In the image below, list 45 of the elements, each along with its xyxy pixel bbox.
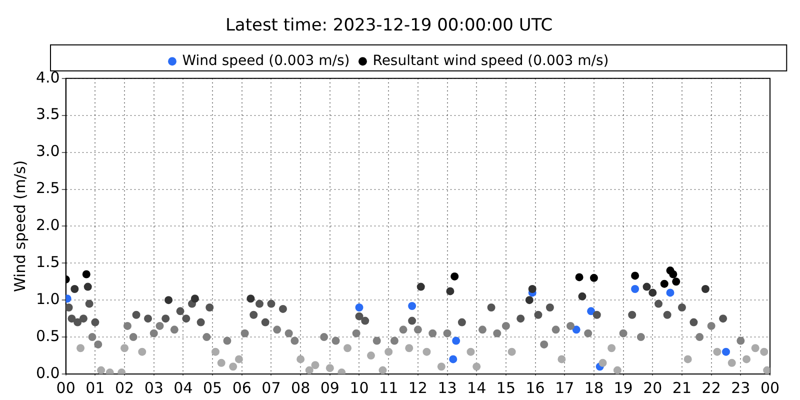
- x-tick-label: 13: [438, 378, 457, 397]
- y-tick-label: 3.5: [36, 105, 60, 124]
- x-tick-label: 05: [203, 378, 222, 397]
- y-tick-label: 2.0: [36, 216, 60, 234]
- x-tick-label: 16: [526, 378, 545, 397]
- point: [722, 348, 730, 356]
- point: [572, 326, 580, 334]
- x-tick-label: 01: [86, 378, 105, 397]
- chart-title: Latest time: 2023-12-19 00:00:00 UTC: [225, 16, 553, 36]
- y-tick-label: 2.5: [36, 179, 60, 198]
- x-tick-label: 04: [174, 378, 193, 397]
- x-tick-label: 19: [614, 378, 633, 397]
- x-tick-label: 11: [379, 378, 398, 397]
- y-tick-label: 3.0: [36, 142, 60, 160]
- legend-label: Wind speed (0.003 m/s): [182, 53, 350, 70]
- x-tick-label: 20: [643, 378, 662, 397]
- x-tick-label: 06: [232, 378, 252, 397]
- y-tick-label: 4.0: [36, 68, 60, 86]
- x-tick-label: 08: [291, 378, 310, 397]
- x-tick-label: 09: [320, 378, 340, 397]
- point: [587, 307, 596, 316]
- legend-label: Resultant wind speed (0.003 m/s): [372, 53, 609, 70]
- point: [408, 302, 416, 310]
- x-tick-label: 10: [350, 378, 369, 397]
- y-axis-title: Wind speed (m/s): [10, 160, 29, 292]
- point: [355, 303, 364, 312]
- point: [631, 285, 640, 294]
- point: [452, 336, 460, 345]
- y-tick-label: 1.5: [36, 253, 60, 272]
- x-tick-label: 03: [144, 378, 164, 397]
- x-tick-label: 14: [467, 378, 486, 397]
- x-tick-label: 12: [408, 378, 428, 397]
- x-tick-label: 00: [760, 378, 780, 397]
- x-tick-label: 15: [496, 378, 516, 397]
- x-tick-label: 17: [555, 378, 574, 397]
- x-tick-label: 22: [702, 378, 721, 397]
- point: [666, 288, 674, 297]
- x-tick-label: 18: [584, 378, 604, 397]
- y-tick-label: 0.5: [36, 326, 60, 345]
- x-tick-label: 23: [731, 378, 750, 397]
- x-tick-label: 02: [114, 378, 134, 397]
- x-tick-label: 07: [262, 378, 281, 397]
- x-tick-label: 21: [672, 378, 692, 397]
- point: [449, 355, 458, 364]
- y-tick-label: 1.0: [36, 290, 60, 308]
